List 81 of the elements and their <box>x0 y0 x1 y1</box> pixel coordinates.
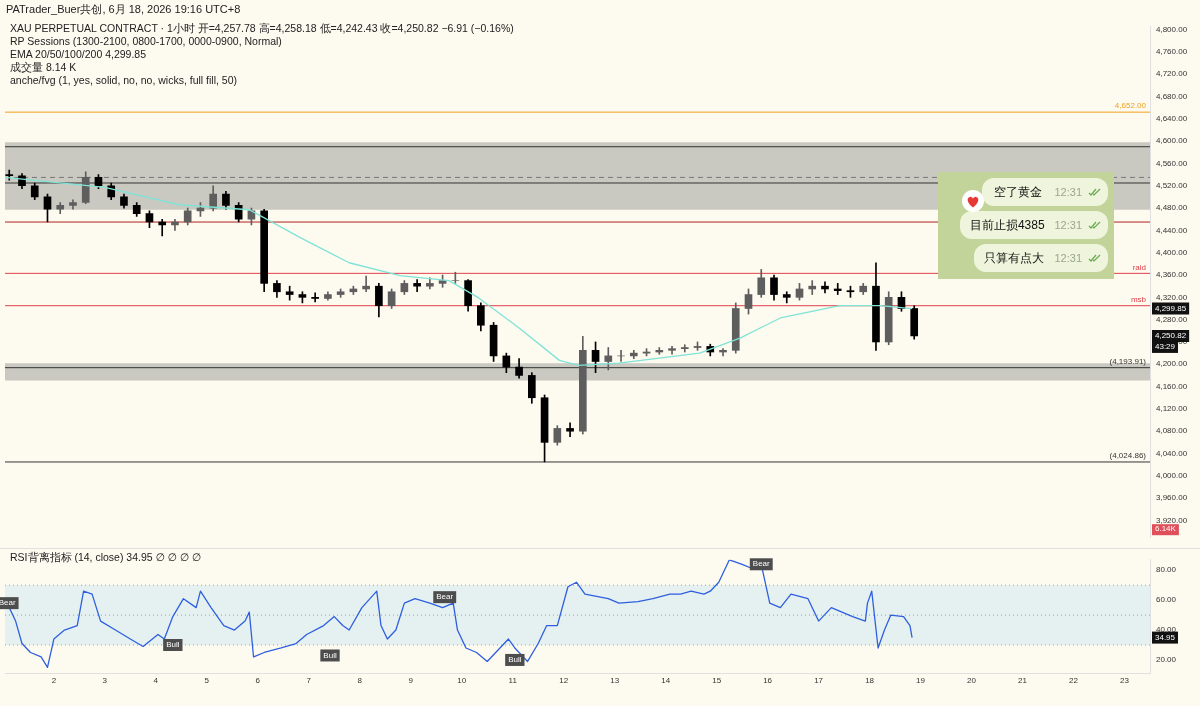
annotation: 4,299.85 <box>1155 303 1187 313</box>
x-tick-label: 4 <box>153 676 159 686</box>
x-tick-label: 6 <box>255 676 261 686</box>
y-tick-label: 4,760.00 <box>1156 47 1188 57</box>
x-tick-label: 5 <box>204 676 210 686</box>
y-tick-label: 4,800.00 <box>1156 24 1188 34</box>
annotation: 空了黄金 <box>993 183 1044 201</box>
annotation: 成交量 8.14 K <box>10 61 78 74</box>
ref-line-label: (4,193.91) <box>1109 356 1147 366</box>
x-tick-label: 13 <box>610 676 620 686</box>
candlestick <box>362 275 370 293</box>
x-tick-label: 11 <box>508 676 518 686</box>
x-tick-label: 14 <box>661 676 671 686</box>
y-tick-label: 4,160.00 <box>1156 381 1188 391</box>
y-tick-label: 4,560.00 <box>1156 158 1188 168</box>
annotation: 12:31 <box>1054 219 1082 231</box>
y-tick-label: 4,640.00 <box>1156 114 1188 124</box>
annotation: 4,250.82 <box>1155 331 1187 341</box>
x-tick-label: 12 <box>559 676 569 686</box>
annotation: RP Sessions (1300-2100, 0800-1700, 0000-0900, Normal) <box>10 35 283 48</box>
candlestick <box>808 280 817 295</box>
y-tick-label: 4,320.00 <box>1156 292 1188 302</box>
annotation: 目前止损4385 <box>968 216 1046 234</box>
x-tick-label: 19 <box>916 676 926 686</box>
candlestick <box>171 218 179 231</box>
annotation: Bull <box>508 655 522 665</box>
annotation: Bull <box>166 640 180 650</box>
y-tick-label: 4,400.00 <box>1156 247 1188 257</box>
chart-title: XAU PERPETUAL CONTRACT · 1小时 开=4,257.78 高=4,258.18 低=4,242.43 收=4,250.82 −6.91 (−0.16%) <box>10 22 514 35</box>
annotation: 12:31 <box>1054 252 1082 264</box>
annotation: 34.95 <box>1155 632 1176 642</box>
ref-line-label: 4,652.00 <box>1114 101 1147 111</box>
x-tick-label: 21 <box>1018 676 1028 686</box>
y-tick-label: 4,040.00 <box>1156 448 1188 458</box>
candlestick <box>821 281 829 294</box>
y-tick-label: 20.00 <box>1156 655 1177 665</box>
y-tick-label: 4,440.00 <box>1156 225 1188 235</box>
x-tick-label: 23 <box>1120 676 1130 686</box>
chart-title: RSI背离指标 (14, close) 34.95 ∅ ∅ ∅ ∅ <box>10 551 201 565</box>
ref-line-label: (4,024.86) <box>1109 451 1147 461</box>
ref-line-label: raid <box>1132 262 1146 272</box>
x-tick-label: 22 <box>1069 676 1079 686</box>
x-tick-label: 16 <box>763 676 773 686</box>
y-tick-label: 4,480.00 <box>1156 203 1188 213</box>
y-tick-label: 3,960.00 <box>1156 493 1188 503</box>
annotation: EMA 20/50/100/200 4,299.85 <box>10 48 148 61</box>
candlestick <box>158 218 167 237</box>
y-tick-label: 3,920.00 <box>1156 515 1188 525</box>
y-tick-label: 4,360.00 <box>1156 270 1188 280</box>
annotation: 只算有点大 <box>983 249 1046 267</box>
x-tick-label: 17 <box>814 676 824 686</box>
x-tick-label: 8 <box>357 676 363 686</box>
y-tick-label: 4,200.00 <box>1156 359 1188 369</box>
text: 43:29 <box>1155 342 1176 352</box>
y-tick-label: 60.00 <box>1156 595 1177 605</box>
y-tick-label: 4,000.00 <box>1156 471 1188 481</box>
y-tick-label: 40.00 <box>1156 625 1177 635</box>
ref-line-label: msb <box>1130 294 1147 304</box>
y-tick-label: 4,120.00 <box>1156 404 1188 414</box>
chart-subtitle: PATrader_Buer共创, 6月 18, 2026 19:16 UTC+8 <box>6 2 241 17</box>
y-tick-label: 4,520.00 <box>1156 180 1188 190</box>
y-tick-label: 4,680.00 <box>1156 91 1188 101</box>
text: 6.14K <box>1155 524 1177 534</box>
candlestick <box>680 344 689 353</box>
y-tick-label: 4,080.00 <box>1156 426 1188 436</box>
x-tick-label: 7 <box>306 676 312 686</box>
y-tick-label: 4,720.00 <box>1156 69 1188 79</box>
annotation: 12:31 <box>1054 186 1082 198</box>
annotation: anche/fvg (1, yes, solid, no, no, wicks, full fill, 50) <box>10 74 239 87</box>
x-tick-label: 9 <box>408 676 414 686</box>
y-tick-label: 4,600.00 <box>1156 136 1188 146</box>
y-tick-label: 80.00 <box>1156 565 1177 575</box>
x-tick-label: 10 <box>457 676 467 686</box>
annotation: Bear <box>436 592 454 602</box>
y-tick-label: 4,280.00 <box>1156 314 1188 324</box>
x-tick-label: 2 <box>51 676 57 686</box>
x-tick-label: 18 <box>865 676 875 686</box>
x-tick-label: 15 <box>712 676 722 686</box>
x-tick-label: 3 <box>102 676 108 686</box>
x-tick-label: 20 <box>967 676 977 686</box>
annotation: Bull <box>323 650 337 660</box>
